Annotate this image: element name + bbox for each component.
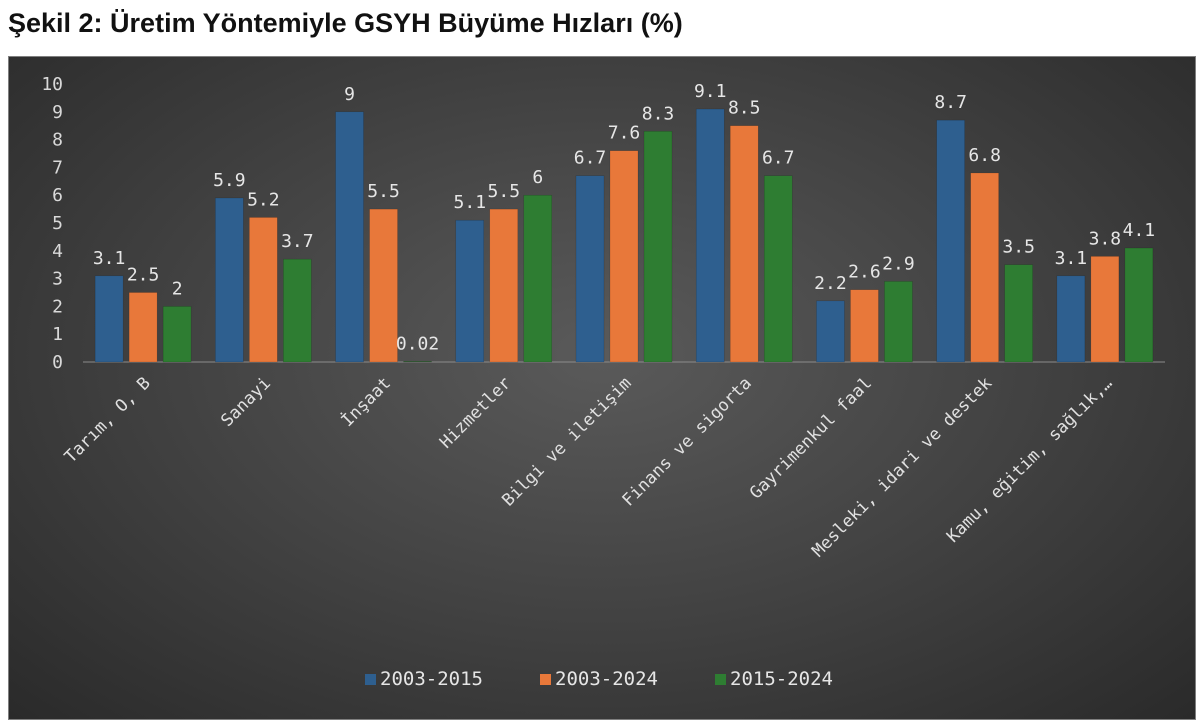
bar: [575, 175, 605, 363]
y-tick-label: 2: [52, 296, 63, 317]
bar: [215, 197, 244, 363]
bar: [128, 292, 158, 363]
y-tick-label: 10: [41, 74, 63, 95]
y-tick-label: 4: [52, 241, 63, 262]
data-label: 2.9: [882, 253, 915, 274]
bar: [335, 111, 364, 363]
data-label: 0.02: [396, 333, 439, 354]
bar: [489, 208, 519, 363]
y-tick-label: 7: [52, 157, 63, 178]
bar: [523, 194, 553, 363]
data-label: 2.2: [814, 273, 847, 294]
data-label: 2: [172, 278, 183, 299]
bar: [94, 275, 124, 363]
y-tick-label: 8: [52, 130, 63, 151]
bar: [403, 361, 432, 363]
data-label: 6.8: [968, 145, 1001, 166]
data-label: 9.1: [694, 81, 727, 102]
x-tick-label: Finans ve sigorta: [619, 373, 756, 510]
bar: [455, 219, 485, 363]
bar: [884, 281, 913, 363]
bars: [94, 108, 1154, 363]
bar: [816, 300, 845, 363]
data-labels: 3.15.995.16.79.12.28.73.12.55.2 5.5 5.57.6…: [93, 81, 1155, 354]
legend-swatch: [365, 674, 376, 685]
bar: [970, 172, 999, 363]
data-label: 7.6: [608, 123, 641, 144]
bar: [1090, 256, 1120, 363]
bar: [729, 125, 759, 363]
bar: [609, 150, 639, 363]
data-label: 3.1: [93, 248, 126, 269]
bar: [850, 289, 879, 363]
data-label: 6: [532, 167, 543, 188]
y-tick-label: 6: [52, 185, 63, 206]
chart-area: 0 1 2 3 4 5 6 7 8 9 10 3.1 5.9 9 5.1 6.7 9.1 2.2 8.7 3.1 2.…: [8, 56, 1196, 720]
y-tick-label: 9: [52, 102, 63, 123]
data-label: 5.1: [454, 192, 487, 213]
data-label: 2.5: [127, 265, 160, 286]
data-label: 5.9: [213, 170, 246, 191]
legend-label: 2003-2024: [555, 668, 658, 690]
x-tick-label: Sanayi: [217, 373, 275, 431]
data-label: 8.7: [934, 92, 967, 113]
bar: [763, 175, 793, 363]
legend-swatch: [715, 674, 726, 685]
legend-swatch: [540, 674, 551, 685]
bar: [936, 119, 965, 363]
bar: [695, 108, 725, 363]
x-tick-label: Bilgi ve iletişim: [498, 373, 635, 510]
data-label: 3.8: [1089, 228, 1122, 249]
data-label: 5.5: [488, 181, 521, 202]
legend: 2003-2015 2003-2024 2015-2024: [365, 668, 833, 690]
data-label: 3.5: [1002, 237, 1035, 258]
data-label: 5.5: [367, 181, 400, 202]
data-label: 2.6: [848, 262, 881, 283]
data-label: 3.7: [281, 231, 314, 252]
y-tick-label: 1: [52, 324, 63, 345]
y-tick-label: 0: [52, 352, 63, 373]
y-tick-label: 3: [52, 269, 63, 290]
data-label: 9: [344, 84, 355, 105]
x-tick-label: Gayrimenkul faal: [746, 373, 876, 503]
bar: [162, 306, 192, 363]
x-tick-label: İnşaat: [337, 373, 395, 431]
data-label: 8.3: [642, 103, 675, 124]
data-label: 6.7: [762, 148, 795, 169]
bar: [1004, 264, 1033, 363]
bar: [249, 217, 278, 363]
y-tick-label: 5: [52, 213, 63, 234]
data-label: 3.1: [1055, 248, 1088, 269]
bar: [1056, 275, 1086, 363]
legend-label: 2003-2015: [380, 668, 483, 690]
data-label: 8.5: [728, 98, 761, 119]
bar: [369, 208, 398, 363]
figure-title: Şekil 2: Üretim Yöntemiyle GSYH Büyüme H…: [8, 8, 683, 38]
x-tick-label: Hizmetler: [436, 373, 515, 452]
legend-label: 2015-2024: [730, 668, 833, 690]
bar: [643, 131, 673, 363]
data-label: 5.2: [247, 189, 280, 210]
data-label: 6.7: [574, 148, 607, 169]
bar: [283, 258, 312, 363]
data-label: 4.1: [1123, 220, 1156, 241]
bar: [1124, 247, 1154, 363]
x-tick-label: Tarım, O, B: [61, 373, 155, 467]
